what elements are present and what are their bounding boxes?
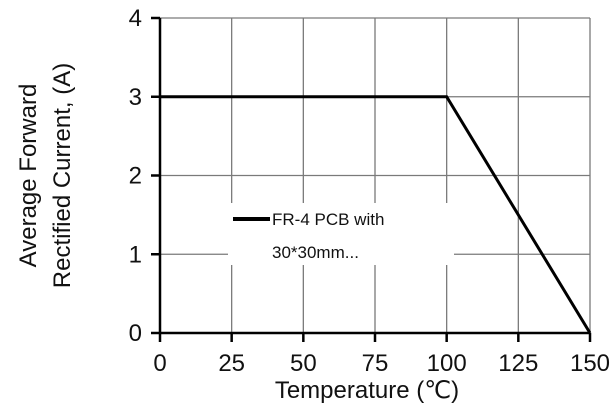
y-axis-title: Average Forward	[15, 84, 42, 268]
grid	[159, 17, 591, 334]
y-tick-label: 1	[129, 241, 142, 268]
legend-label-continued: 30*30mm...	[272, 243, 359, 262]
series	[160, 95, 592, 334]
x-tick-label: 75	[362, 350, 389, 377]
x-tick-label: 50	[290, 350, 317, 377]
legend-label: FR-4 PCB with	[272, 210, 384, 229]
x-tick-label: 125	[498, 350, 538, 377]
x-axis-title: Temperature (℃)	[275, 377, 459, 404]
legend: FR-4 PCB with 30*30mm...	[228, 203, 454, 265]
x-tick-label: 150	[570, 350, 610, 377]
y-axis-title-continued: Rectified Current, (A)	[49, 63, 76, 288]
y-tick-label: 3	[129, 84, 142, 111]
tick-labels: 0 1 2 3 4 0 25 50 75 100 125 150	[129, 5, 610, 377]
y-tick-label: 4	[129, 5, 142, 32]
axes	[151, 16, 592, 342]
y-tick-label: 2	[129, 163, 142, 190]
series-line	[160, 95, 592, 334]
y-tick-label: 0	[129, 320, 142, 347]
x-tick-label: 0	[153, 350, 166, 377]
x-tick-label: 25	[218, 350, 245, 377]
legend-background	[228, 203, 454, 265]
x-tick-label: 100	[427, 350, 467, 377]
